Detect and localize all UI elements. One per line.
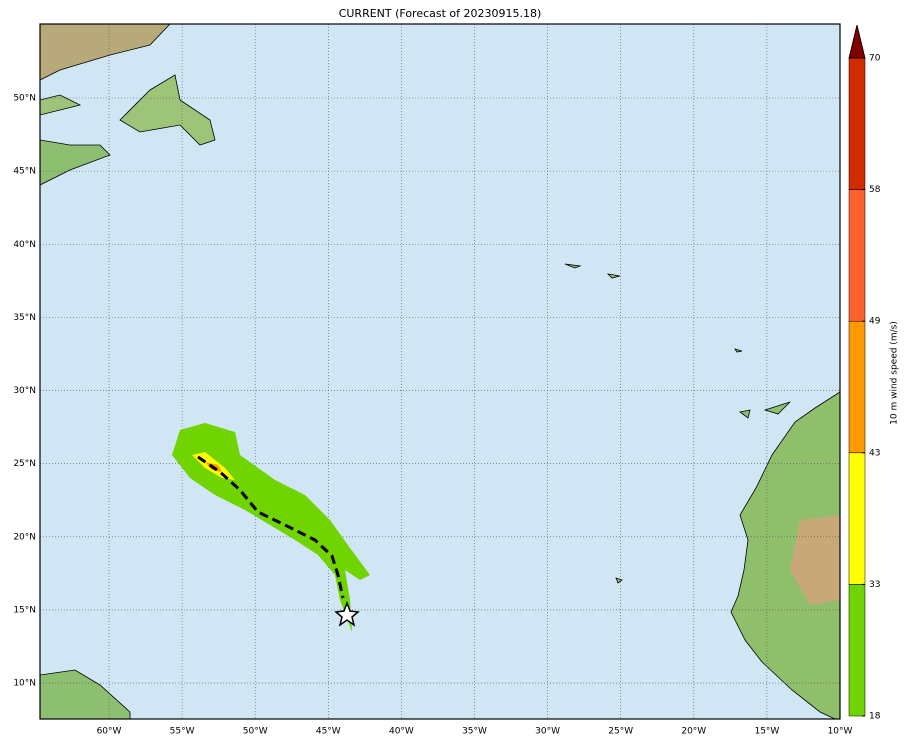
colorbar-tick-label: 33 (869, 580, 880, 590)
lon-label: 35°W (462, 727, 487, 737)
lon-label: 20°W (681, 727, 706, 737)
colorbar-segment (848, 452, 866, 585)
colorbar-tick-label: 18 (869, 712, 881, 722)
lon-label: 45°W (316, 727, 341, 737)
lon-label: 10°W (828, 727, 853, 737)
colorbar-segment (848, 189, 866, 322)
land (40, 24, 840, 719)
colorbar-tick-label: 43 (869, 448, 880, 458)
lon-label: 55°W (170, 727, 195, 737)
ocean (40, 24, 840, 719)
title: CURRENT (Forecast of 20230915.18) (339, 7, 542, 20)
map-frame (39, 23, 841, 720)
wind-swath (172, 423, 370, 632)
colorbar-segment (848, 320, 866, 454)
lat-label: 40°N (13, 240, 36, 250)
lat-label: 25°N (13, 459, 36, 469)
lat-label: 50°N (13, 94, 36, 104)
lat-label: 30°N (13, 386, 36, 396)
colorbar-tick-label: 58 (869, 185, 881, 195)
colorbar-segment (848, 584, 866, 717)
colorbar-tick-label: 70 (869, 54, 881, 64)
lon-label: 15°W (754, 727, 779, 737)
lon-label: 50°W (243, 727, 268, 737)
colorbar-tick-label: 49 (869, 317, 881, 327)
colorbar-segment (848, 57, 866, 190)
lat-label: 45°N (13, 167, 36, 177)
lon-label: 25°W (608, 727, 633, 737)
lat-label: 15°N (13, 605, 36, 615)
lon-label: 30°W (535, 727, 560, 737)
colorbar-extension (848, 24, 866, 59)
lon-label: 40°W (389, 727, 414, 737)
lat-label: 10°N (13, 679, 36, 689)
lon-label: 60°W (97, 727, 122, 737)
lat-label: 20°N (13, 532, 36, 542)
colorbar-label: 10 m wind speed (m/s) (890, 321, 900, 425)
lat-label: 35°N (13, 313, 36, 323)
